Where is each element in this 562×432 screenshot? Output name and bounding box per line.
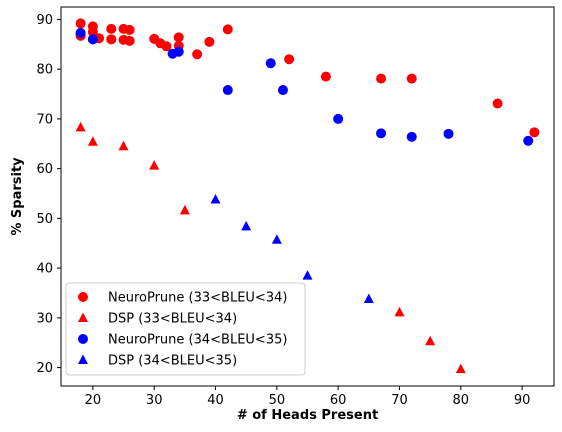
- plot-frame: [60, 6, 555, 387]
- data-point: [87, 136, 98, 146]
- data-point: [492, 98, 503, 109]
- data-point: [192, 49, 203, 60]
- legend-marker: [78, 292, 88, 302]
- data-point: [87, 34, 98, 45]
- legend-label: NeuroPrune (34<BLEU<35): [108, 333, 287, 348]
- x-tick-label: 50: [269, 393, 286, 408]
- series-2: [75, 27, 534, 146]
- data-point: [302, 270, 313, 280]
- x-tick-label: 70: [391, 393, 408, 408]
- y-tick-label: 30: [36, 311, 53, 326]
- data-point: [75, 27, 86, 38]
- legend-label: DSP (33<BLEU<34): [108, 312, 237, 327]
- x-axis-ticks: 20 30 40 50 60 70 80 90: [85, 386, 531, 408]
- data-point: [204, 36, 215, 47]
- series-1: [75, 121, 466, 374]
- data-point: [277, 85, 288, 96]
- data-point: [161, 41, 172, 52]
- y-tick-label: 20: [36, 361, 53, 376]
- data-point: [106, 23, 117, 34]
- data-point: [179, 204, 190, 215]
- data-point: [443, 128, 454, 139]
- x-tick-label: 80: [453, 393, 470, 408]
- data-point: [265, 58, 276, 69]
- x-tick-label: 30: [146, 393, 163, 408]
- data-point: [406, 73, 417, 84]
- data-point: [87, 26, 98, 37]
- data-point: [529, 127, 540, 138]
- y-tick-label: 70: [36, 112, 53, 127]
- data-point: [271, 234, 282, 244]
- y-axis-label: % Sparsity: [10, 157, 25, 236]
- legend-label: NeuroPrune (33<BLEU<34): [108, 291, 287, 306]
- x-axis-label: # of Heads Present: [237, 408, 378, 423]
- data-point: [376, 73, 387, 84]
- legend: NeuroPrune (33<BLEU<34) DSP (33<BLEU<34) N…: [65, 282, 306, 376]
- data-points: [75, 18, 540, 374]
- data-point: [106, 34, 117, 45]
- data-point: [284, 54, 295, 65]
- data-point: [455, 363, 466, 374]
- data-point: [124, 35, 135, 46]
- series-0: [75, 18, 540, 138]
- data-point: [173, 46, 184, 57]
- data-point: [75, 18, 86, 29]
- y-axis-ticks: 20 30 40 50 60 70 80 90: [36, 13, 61, 376]
- data-point: [124, 24, 135, 35]
- series-3: [210, 193, 374, 303]
- y-tick-label: 60: [36, 162, 53, 177]
- legend-marker: [78, 334, 88, 344]
- legend-marker: [78, 312, 88, 322]
- x-tick-label: 90: [514, 393, 531, 408]
- x-tick-label: 20: [85, 393, 102, 408]
- data-point: [241, 220, 252, 231]
- data-point: [222, 85, 233, 96]
- y-tick-label: 50: [36, 212, 53, 227]
- x-tick-label: 40: [207, 393, 224, 408]
- legend-label: DSP (34<BLEU<35): [108, 354, 237, 369]
- data-point: [75, 121, 86, 132]
- x-tick-label: 60: [330, 393, 347, 408]
- legend-box: [65, 282, 306, 376]
- data-point: [210, 193, 221, 204]
- data-point: [406, 131, 417, 142]
- y-tick-label: 40: [36, 262, 53, 277]
- y-tick-label: 80: [36, 63, 53, 78]
- data-point: [363, 293, 374, 303]
- data-point: [333, 113, 344, 124]
- data-point: [523, 135, 534, 146]
- data-point: [118, 140, 129, 151]
- data-point: [425, 335, 436, 346]
- data-point: [173, 32, 184, 43]
- data-point: [394, 306, 405, 317]
- data-point: [222, 24, 233, 35]
- data-point: [376, 128, 387, 139]
- y-tick-label: 90: [36, 13, 53, 28]
- data-point: [320, 71, 331, 82]
- data-point: [149, 160, 160, 170]
- legend-marker: [78, 354, 88, 364]
